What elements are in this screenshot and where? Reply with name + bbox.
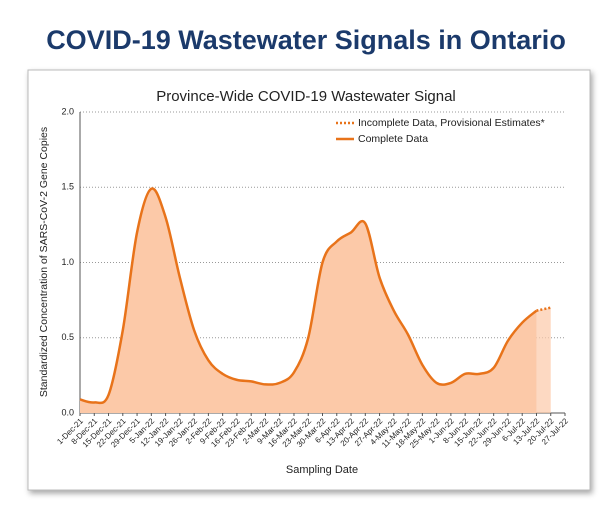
area — [536, 307, 551, 413]
line — [79, 187, 538, 405]
y-tick-label: 1.0 — [61, 257, 74, 267]
y-tick-label: 1.5 — [61, 182, 74, 192]
y-tick-label: 0.5 — [61, 332, 74, 342]
x-axis-label: Sampling Date — [286, 464, 358, 476]
y-tick-label: 2.0 — [61, 106, 74, 116]
chart-title: Province-Wide COVID-19 Wastewater Signal — [156, 88, 456, 105]
legend-label: Complete Data — [358, 133, 428, 145]
legend-label: Incomplete Data, Provisional Estimates* — [358, 117, 545, 129]
area — [80, 188, 537, 413]
line — [536, 306, 551, 312]
page-title: COVID-19 Wastewater Signals in Ontario — [46, 25, 566, 55]
y-axis-label: Standardized Concentration of SARS-CoV-2… — [38, 127, 50, 397]
y-tick-label: 0.0 — [61, 407, 74, 417]
card — [27, 69, 591, 491]
